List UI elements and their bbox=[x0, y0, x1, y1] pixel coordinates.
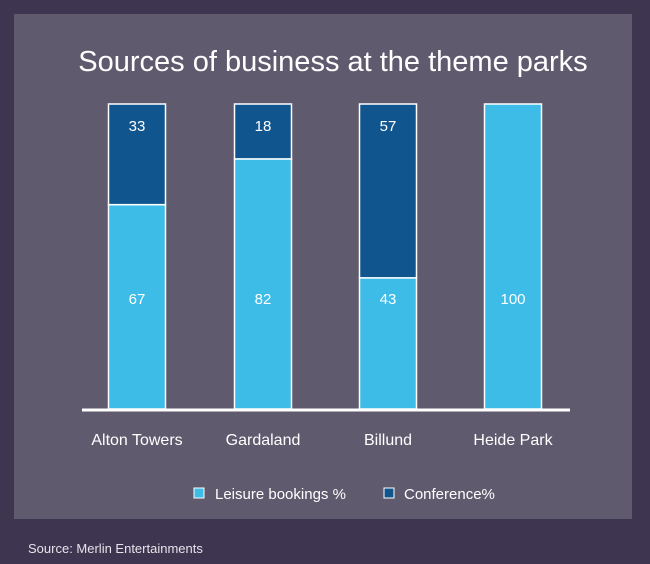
bar-conference-gardaland bbox=[233, 103, 293, 160]
x-tick-label-heide-park: Heide Park bbox=[473, 432, 553, 449]
data-label-conference-gardaland: 18 bbox=[255, 118, 272, 135]
legend-item-leisure: Leisure bookings % bbox=[193, 486, 346, 503]
bar-conference-alton-towers bbox=[107, 103, 167, 206]
bar-conference-billund bbox=[358, 103, 418, 279]
x-tick-label-billund: Billund bbox=[364, 432, 412, 449]
x-tick-label-alton-towers: Alton Towers bbox=[91, 432, 182, 449]
x-tick-label-gardaland: Gardaland bbox=[226, 432, 301, 449]
data-label-leisure-billund: 43 bbox=[380, 291, 397, 308]
source-note: Source: Merlin Entertainments bbox=[28, 541, 203, 556]
data-label-conference-billund: 57 bbox=[380, 118, 397, 135]
legend: Leisure bookings % Conference% bbox=[193, 486, 495, 503]
legend-label-conference: Conference% bbox=[404, 486, 495, 503]
data-label-conference-alton-towers: 33 bbox=[129, 118, 146, 135]
data-label-leisure-heide-park: 100 bbox=[500, 291, 525, 308]
bar-leisure-gardaland bbox=[233, 158, 293, 410]
chart-title: Sources of business at the theme parks bbox=[78, 46, 587, 78]
bar-leisure-heide-park bbox=[483, 103, 543, 410]
legend-item-conference: Conference% bbox=[383, 486, 495, 503]
bar-leisure-alton-towers bbox=[107, 203, 167, 410]
data-label-leisure-alton-towers: 67 bbox=[129, 291, 146, 308]
data-label-leisure-gardaland: 82 bbox=[255, 291, 272, 308]
legend-swatch-leisure bbox=[193, 487, 205, 499]
legend-swatch-conference bbox=[383, 487, 395, 499]
legend-label-leisure: Leisure bookings % bbox=[215, 486, 346, 503]
